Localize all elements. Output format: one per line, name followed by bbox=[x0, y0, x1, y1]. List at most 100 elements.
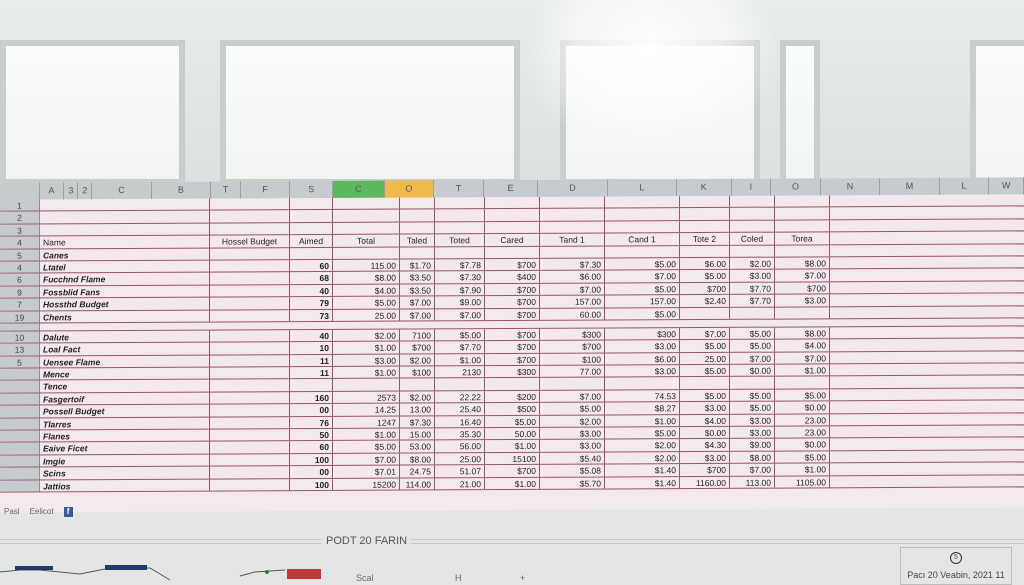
row-number[interactable] bbox=[0, 418, 40, 430]
value-cell[interactable] bbox=[730, 245, 775, 257]
row-number[interactable]: 4 bbox=[0, 261, 40, 274]
value-cell[interactable]: 16.40 bbox=[435, 415, 485, 428]
value-cell[interactable]: $3.00 bbox=[775, 294, 830, 307]
value-cell[interactable]: $3.00 bbox=[680, 402, 730, 414]
value-cell[interactable]: $4.00 bbox=[775, 339, 830, 352]
column-header[interactable]: B bbox=[151, 181, 212, 199]
value-cell[interactable]: $200 bbox=[485, 390, 540, 403]
budget-cell[interactable] bbox=[210, 404, 290, 417]
column-header[interactable]: C bbox=[333, 180, 385, 198]
budget-cell[interactable] bbox=[210, 309, 290, 322]
amount-cell[interactable]: 100 bbox=[290, 453, 333, 466]
value-cell[interactable]: $5.00 bbox=[485, 415, 540, 428]
sheet-tab[interactable]: Eelicot bbox=[29, 507, 54, 516]
row-number[interactable]: 9 bbox=[0, 286, 40, 298]
row-number[interactable] bbox=[0, 442, 40, 455]
column-header[interactable]: 2 bbox=[78, 182, 93, 200]
amount-cell[interactable]: 00 bbox=[290, 404, 333, 416]
amount-cell[interactable]: 10 bbox=[290, 342, 333, 354]
value-cell[interactable] bbox=[605, 245, 680, 258]
value-cell[interactable]: 15200 bbox=[333, 478, 400, 490]
column-title[interactable]: Torea bbox=[775, 232, 830, 245]
value-cell[interactable]: $6.00 bbox=[540, 270, 605, 283]
value-cell[interactable]: 2573 bbox=[333, 391, 400, 404]
value-cell[interactable]: 1247 bbox=[333, 416, 400, 428]
value-cell[interactable]: $7.30 bbox=[435, 271, 485, 284]
column-title[interactable]: Toted bbox=[435, 234, 485, 246]
value-cell[interactable]: $0.00 bbox=[775, 438, 830, 451]
name-cell[interactable]: Mence bbox=[40, 367, 210, 380]
cell[interactable] bbox=[775, 195, 830, 208]
value-cell[interactable]: 50.00 bbox=[485, 427, 540, 440]
name-cell[interactable]: Dalute bbox=[40, 330, 210, 343]
value-cell[interactable]: $7.70 bbox=[730, 294, 775, 307]
value-cell[interactable] bbox=[400, 378, 435, 391]
value-cell[interactable]: $700 bbox=[485, 295, 540, 308]
value-cell[interactable]: $5.00 bbox=[540, 402, 605, 415]
row-number[interactable]: 7 bbox=[0, 298, 40, 311]
value-cell[interactable] bbox=[680, 245, 730, 258]
value-cell[interactable]: $2.00 bbox=[605, 451, 680, 464]
value-cell[interactable]: $7.78 bbox=[435, 259, 485, 271]
value-cell[interactable]: $5.00 bbox=[333, 441, 400, 453]
column-title[interactable]: Tote 2 bbox=[680, 233, 730, 245]
budget-cell[interactable] bbox=[210, 297, 290, 310]
name-cell[interactable]: Loal Fact bbox=[40, 342, 210, 356]
row-number[interactable]: 6 bbox=[0, 273, 40, 286]
value-cell[interactable]: 77.00 bbox=[540, 365, 605, 378]
value-cell[interactable]: $8.00 bbox=[730, 451, 775, 464]
value-cell[interactable]: $1.00 bbox=[485, 477, 540, 490]
cell[interactable] bbox=[680, 208, 730, 220]
name-cell[interactable]: Uensee Flame bbox=[40, 355, 210, 368]
value-cell[interactable]: $0.00 bbox=[730, 364, 775, 377]
value-cell[interactable]: $5.00 bbox=[775, 451, 830, 463]
value-cell[interactable]: $1.00 bbox=[605, 414, 680, 427]
value-cell[interactable]: $700 bbox=[485, 353, 540, 366]
value-cell[interactable]: 7100 bbox=[400, 329, 435, 341]
value-cell[interactable]: $400 bbox=[485, 271, 540, 283]
cell[interactable] bbox=[540, 208, 605, 221]
name-cell[interactable]: Fasgertoif bbox=[40, 392, 210, 405]
value-cell[interactable]: 25.00 bbox=[435, 452, 485, 465]
amount-cell[interactable]: 50 bbox=[290, 428, 333, 441]
value-cell[interactable]: $3.00 bbox=[730, 426, 775, 439]
cell[interactable] bbox=[435, 197, 485, 209]
budget-cell[interactable] bbox=[210, 466, 290, 479]
value-cell[interactable] bbox=[775, 376, 830, 389]
value-cell[interactable]: $5.70 bbox=[540, 477, 605, 489]
value-cell[interactable]: 35.30 bbox=[435, 428, 485, 440]
value-cell[interactable]: 24.75 bbox=[400, 465, 435, 478]
cell[interactable] bbox=[333, 222, 400, 235]
column-header[interactable]: S bbox=[290, 180, 334, 199]
budget-cell[interactable] bbox=[210, 379, 290, 392]
cell[interactable] bbox=[290, 222, 333, 235]
value-cell[interactable]: 115.00 bbox=[333, 259, 400, 272]
cell[interactable] bbox=[210, 222, 290, 235]
value-cell[interactable]: $9.00 bbox=[435, 296, 485, 308]
row-number[interactable]: 5 bbox=[0, 249, 40, 261]
value-cell[interactable]: 14.25 bbox=[333, 403, 400, 416]
value-cell[interactable]: $8.00 bbox=[775, 257, 830, 269]
budget-cell[interactable] bbox=[210, 367, 290, 380]
amount-cell[interactable]: 11 bbox=[290, 367, 333, 379]
cell[interactable] bbox=[730, 195, 775, 208]
value-cell[interactable]: $4.00 bbox=[680, 414, 730, 427]
value-cell[interactable]: $300 bbox=[605, 328, 680, 340]
value-cell[interactable]: $100 bbox=[540, 353, 605, 365]
column-header[interactable]: 3 bbox=[64, 182, 79, 200]
value-cell[interactable]: $700 bbox=[775, 282, 830, 294]
value-cell[interactable]: $3.00 bbox=[333, 354, 400, 367]
value-cell[interactable]: $5.00 bbox=[680, 389, 730, 402]
amount-cell[interactable]: 11 bbox=[290, 354, 333, 367]
column-header[interactable]: A bbox=[39, 182, 65, 200]
value-cell[interactable]: 157.00 bbox=[605, 295, 680, 308]
amount-cell[interactable]: 68 bbox=[290, 272, 333, 284]
value-cell[interactable] bbox=[435, 378, 485, 391]
amount-cell[interactable]: 160 bbox=[290, 391, 333, 404]
value-cell[interactable]: $1.00 bbox=[333, 366, 400, 379]
value-cell[interactable]: $5.00 bbox=[730, 389, 775, 402]
value-cell[interactable]: 2130 bbox=[435, 366, 485, 378]
value-cell[interactable]: $700 bbox=[680, 464, 730, 476]
value-cell[interactable]: $700 bbox=[485, 465, 540, 477]
budget-cell[interactable] bbox=[210, 354, 290, 367]
